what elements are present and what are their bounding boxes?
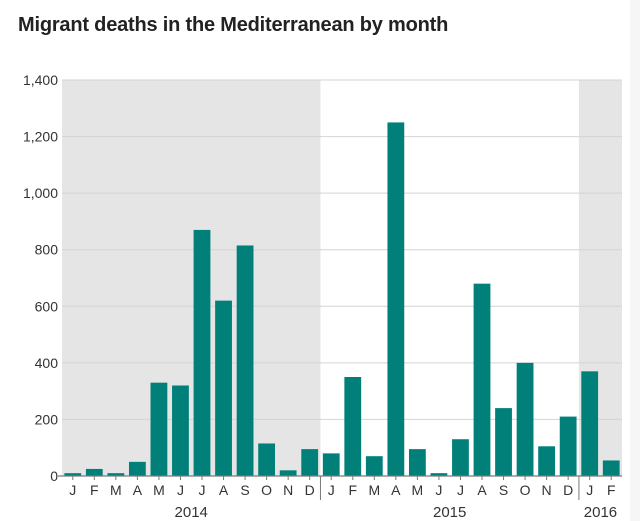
x-tick-label: A (477, 482, 487, 498)
bar (387, 122, 405, 476)
x-tick-label: D (305, 482, 315, 498)
bar (516, 362, 534, 476)
bar (430, 473, 448, 476)
bar (322, 453, 340, 476)
bar (538, 446, 556, 476)
y-tick-label: 1,400 (23, 72, 58, 88)
bar (236, 245, 254, 476)
x-tick-label: J (586, 482, 593, 498)
y-tick-label: 1,200 (23, 129, 58, 145)
bar (559, 416, 577, 476)
year-band-2014 (62, 80, 321, 476)
x-tick-label: A (391, 482, 401, 498)
x-tick-label: F (348, 482, 357, 498)
bar (107, 473, 125, 476)
x-tick-label: O (261, 482, 272, 498)
x-tick-label: J (328, 482, 335, 498)
x-tick-label: M (110, 482, 122, 498)
y-tick-label: 0 (50, 468, 58, 484)
bar (258, 443, 276, 476)
x-tick-label: J (177, 482, 184, 498)
bar (172, 385, 189, 476)
year-label-2014: 2014 (175, 504, 208, 521)
x-tick-label: A (133, 482, 143, 498)
x-tick-label: N (283, 482, 293, 498)
x-tick-label: J (457, 482, 464, 498)
bar (85, 468, 103, 476)
y-tick-label: 600 (35, 298, 59, 314)
y-tick-label: 800 (35, 242, 59, 258)
x-tick-label: S (499, 482, 508, 498)
bar (408, 449, 426, 476)
bar (365, 456, 383, 476)
y-tick-label: 400 (35, 355, 59, 371)
bar (473, 283, 491, 476)
x-tick-label: S (240, 482, 249, 498)
chart-title: Migrant deaths in the Mediterranean by m… (18, 14, 449, 36)
x-tick-label: M (153, 482, 165, 498)
edge-strip (630, 0, 640, 521)
x-tick-label: J (69, 482, 76, 498)
x-tick-label: F (90, 482, 99, 498)
bar (64, 473, 82, 476)
x-tick-label: J (199, 482, 206, 498)
x-tick-label: O (520, 482, 531, 498)
bar (128, 461, 146, 476)
x-tick-label: F (607, 482, 616, 498)
bar (193, 229, 211, 476)
y-tick-label: 1,000 (23, 185, 58, 201)
y-tick-label: 200 (35, 411, 59, 427)
bar (452, 439, 469, 476)
bar (495, 408, 512, 476)
x-tick-label: M (368, 482, 380, 498)
x-tick-label: D (563, 482, 573, 498)
bar (150, 382, 168, 476)
bar (215, 300, 232, 476)
x-tick-label: A (219, 482, 229, 498)
bar (602, 460, 620, 476)
bar (344, 377, 362, 476)
x-tick-label: J (435, 482, 442, 498)
bar (301, 449, 319, 476)
bar (279, 470, 297, 476)
bar (581, 371, 599, 476)
year-label-2015: 2015 (433, 504, 466, 521)
year-label-2016: 2016 (584, 504, 617, 521)
x-tick-label: N (542, 482, 552, 498)
x-tick-label: M (412, 482, 424, 498)
